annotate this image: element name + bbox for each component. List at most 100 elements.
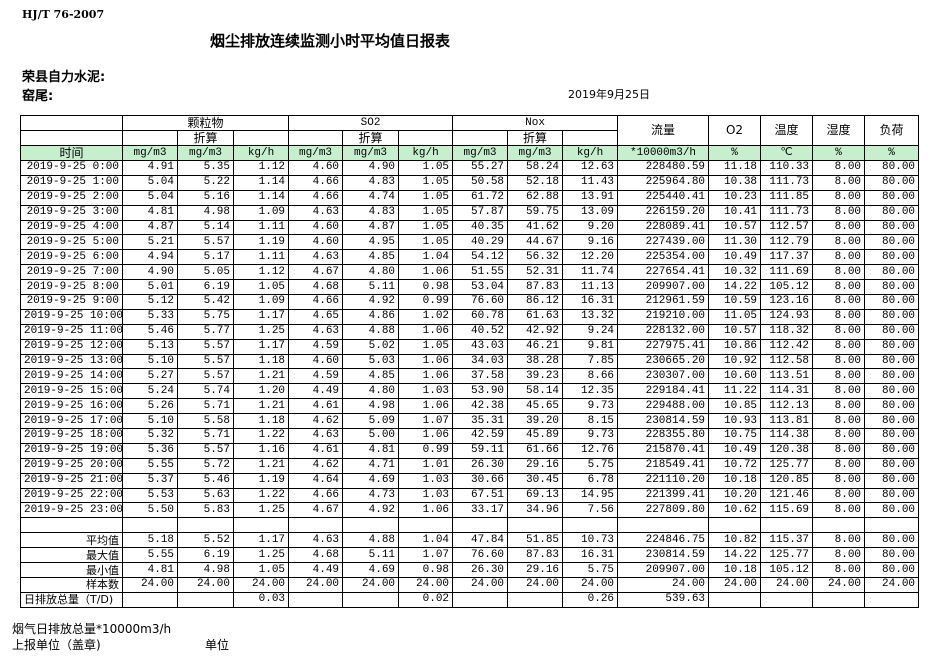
unit-cell: mg/m3 <box>288 145 344 161</box>
value-cell: 80.00 <box>864 428 920 444</box>
value-cell: 8.00 <box>812 413 866 430</box>
table-row: 2019-9-25 12:00 5.13 5.57 1.17 4.59 5.02 1.05 4… <box>20 338 920 355</box>
value-cell: 5.71 <box>177 428 234 444</box>
value-cell: 1.05 <box>398 338 454 355</box>
value-cell: 4.61 <box>288 398 344 415</box>
value-cell: 111.69 <box>760 264 814 281</box>
summary-value <box>812 591 866 608</box>
value-cell: 1.05 <box>232 279 290 296</box>
value-cell: 4.62 <box>288 413 344 430</box>
value-cell: 10.86 <box>708 338 762 355</box>
value-cell: 10.75 <box>708 428 762 444</box>
value-cell: 80.00 <box>864 502 920 519</box>
value-cell: 228480.59 <box>617 160 710 176</box>
time-cell: 2019-9-25 22:00 <box>20 487 123 504</box>
header-blank <box>20 130 123 146</box>
time-cell: 2019-9-25 9:00 <box>20 294 123 310</box>
value-cell: 8.00 <box>812 353 866 370</box>
header-so2: SO2 <box>288 115 454 131</box>
value-cell: 9.16 <box>562 234 619 251</box>
value-cell: 10.62 <box>708 502 762 519</box>
summary-value: 5.55 <box>122 547 178 564</box>
summary-value: 0.03 <box>232 591 290 608</box>
time-cell: 2019-9-25 7:00 <box>20 264 123 281</box>
value-cell: 4.62 <box>288 457 344 474</box>
value-cell: 5.57 <box>177 368 234 385</box>
value-cell: 110.33 <box>760 160 814 176</box>
value-cell: 4.59 <box>288 338 344 355</box>
value-cell: 42.38 <box>452 398 509 415</box>
value-cell: 112.13 <box>760 398 814 415</box>
value-cell: 5.00 <box>342 428 400 444</box>
value-cell: 8.00 <box>812 160 866 176</box>
value-cell: 221399.41 <box>617 487 710 504</box>
summary-value: 4.98 <box>177 562 234 579</box>
summary-value: 80.00 <box>864 562 920 579</box>
empty-cell <box>177 517 234 534</box>
value-cell: 45.89 <box>507 428 564 444</box>
value-cell: 10.32 <box>708 264 762 281</box>
value-cell: 227439.00 <box>617 234 710 251</box>
value-cell: 80.00 <box>864 294 920 310</box>
report-date: 2019年9月25日 <box>568 88 650 101</box>
value-cell: 30.45 <box>507 472 564 489</box>
value-cell: 0.99 <box>398 294 454 310</box>
summary-value <box>507 591 564 608</box>
value-cell: 1.21 <box>232 457 290 474</box>
empty-cell <box>288 517 344 534</box>
empty-cell <box>398 517 454 534</box>
value-cell: 4.63 <box>288 428 344 444</box>
value-cell: 215870.41 <box>617 442 710 459</box>
value-cell: 230307.00 <box>617 368 710 385</box>
value-cell: 4.60 <box>288 353 344 370</box>
value-cell: 4.92 <box>342 502 400 519</box>
unit-label: 单位 <box>205 638 230 652</box>
value-cell: 80.00 <box>864 472 920 489</box>
value-cell: 1.01 <box>398 457 454 474</box>
value-cell: 8.00 <box>812 249 866 266</box>
value-cell: 10.59 <box>708 294 762 310</box>
value-cell: 6.19 <box>177 279 234 296</box>
value-cell: 1.19 <box>232 234 290 251</box>
empty-cell <box>452 517 509 534</box>
value-cell: 86.12 <box>507 294 564 310</box>
header-particulate: 颗粒物 <box>121 115 290 131</box>
value-cell: 8.00 <box>812 174 866 191</box>
header-converted: 折算 <box>507 130 564 146</box>
summary-value: 24.00 <box>864 577 920 593</box>
value-cell: 229488.00 <box>617 398 710 415</box>
value-cell: 4.63 <box>288 204 344 221</box>
value-cell: 37.58 <box>452 368 509 385</box>
table-row: 2019-9-25 20:00 5.55 5.72 1.21 4.62 4.71 1.01 2… <box>20 457 920 474</box>
value-cell: 209907.00 <box>617 279 710 296</box>
value-cell: 80.00 <box>864 279 920 296</box>
value-cell: 5.21 <box>122 234 178 251</box>
table-row: 2019-9-25 17:00 5.10 5.58 1.18 4.62 5.09 1.07 3… <box>20 413 920 430</box>
value-cell: 1.17 <box>232 308 290 325</box>
value-cell: 228132.00 <box>617 323 710 340</box>
summary-value: 4.88 <box>342 532 400 549</box>
value-cell: 13.09 <box>562 204 619 221</box>
header-blank <box>232 130 290 146</box>
summary-value: 8.00 <box>812 532 866 549</box>
value-cell: 112.79 <box>760 234 814 251</box>
value-cell: 5.57 <box>177 353 234 370</box>
value-cell: 5.72 <box>177 457 234 474</box>
time-cell: 2019-9-25 17:00 <box>20 413 123 430</box>
header-converted: 折算 <box>342 130 400 146</box>
value-cell: 11.22 <box>708 383 762 400</box>
value-cell: 1.21 <box>232 398 290 415</box>
table-row: 2019-9-25 14:00 5.27 5.57 1.21 4.59 4.85 1.06 3… <box>20 368 920 385</box>
table-row: 2019-9-25 0:00 4.91 5.35 1.12 4.60 4.90 1.05 55… <box>20 160 920 176</box>
value-cell: 53.04 <box>452 279 509 296</box>
value-cell: 4.63 <box>288 323 344 340</box>
value-cell: 41.62 <box>507 219 564 236</box>
table-row: 2019-9-25 23:00 5.50 5.83 1.25 4.67 4.92 1.06 3… <box>20 502 920 519</box>
value-cell: 5.50 <box>122 502 178 519</box>
summary-value <box>864 591 920 608</box>
header-blank <box>398 130 454 146</box>
value-cell: 1.16 <box>232 442 290 459</box>
header-row-converted: 折算 折算 折算 <box>20 130 919 146</box>
value-cell: 8.00 <box>812 234 866 251</box>
time-cell: 2019-9-25 14:00 <box>20 368 123 385</box>
